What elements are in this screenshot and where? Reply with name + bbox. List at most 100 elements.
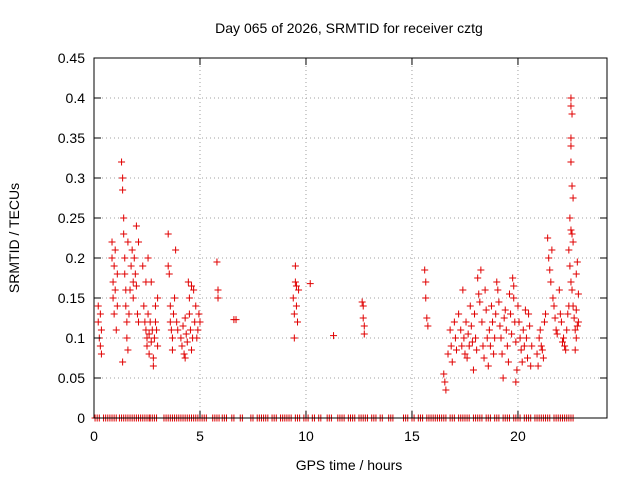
data-point: [519, 326, 527, 334]
data-point: [294, 318, 302, 326]
data-point: [111, 246, 119, 254]
x-tick-label: 10: [298, 428, 314, 444]
data-point: [566, 214, 574, 222]
data-point: [522, 334, 530, 342]
data-point: [97, 326, 105, 334]
data-point: [169, 310, 177, 318]
data-point: [124, 238, 132, 246]
data-point: [441, 378, 449, 386]
data-point: [186, 326, 194, 334]
data-point: [424, 322, 432, 330]
data-point: [119, 174, 127, 182]
data-point: [459, 286, 467, 294]
data-point: [358, 298, 366, 306]
data-point: [552, 326, 560, 334]
data-point: [460, 334, 468, 342]
data-point: [151, 302, 159, 310]
data-point: [451, 334, 459, 342]
data-point: [533, 350, 541, 358]
data-point: [508, 330, 516, 338]
data-point: [560, 334, 568, 342]
x-tick-label: 5: [196, 428, 204, 444]
data-point: [121, 254, 129, 262]
data-point: [466, 302, 474, 310]
data-point: [135, 238, 143, 246]
data-point: [422, 294, 430, 302]
data-point: [174, 326, 182, 334]
data-point: [182, 330, 190, 338]
data-point: [195, 310, 203, 318]
data-point: [96, 310, 104, 318]
data-point: [502, 326, 510, 334]
data-point: [505, 290, 513, 298]
data-point: [565, 246, 573, 254]
data-point: [572, 306, 580, 314]
y-tick-label: 0.15: [58, 290, 85, 306]
data-point: [112, 326, 120, 334]
data-point: [359, 314, 367, 322]
data-point: [144, 310, 152, 318]
data-point: [109, 294, 117, 302]
data-point: [132, 222, 140, 230]
data-point: [544, 234, 552, 242]
data-point: [306, 280, 314, 288]
data-point: [510, 282, 518, 290]
y-tick-label: 0.35: [58, 130, 85, 146]
data-point: [572, 334, 580, 342]
data-point: [572, 270, 580, 278]
data-point: [517, 346, 525, 354]
data-point: [129, 278, 137, 286]
data-point: [181, 354, 189, 362]
data-point: [535, 334, 543, 342]
data-point: [180, 350, 188, 358]
data-point: [147, 338, 155, 346]
data-point: [473, 346, 481, 354]
data-point: [567, 142, 575, 150]
data-point: [360, 330, 368, 338]
data-point: [423, 314, 431, 322]
data-point: [571, 326, 579, 334]
data-point: [514, 302, 522, 310]
data-point: [489, 318, 497, 326]
data-point: [132, 282, 140, 290]
data-point: [122, 302, 130, 310]
data-point: [166, 302, 174, 310]
data-point: [232, 316, 240, 324]
data-point: [524, 354, 532, 362]
data-point: [484, 362, 492, 370]
data-point: [130, 254, 138, 262]
data-point: [495, 298, 503, 306]
data-point: [194, 326, 202, 334]
data-point: [568, 286, 576, 294]
data-point: [558, 338, 566, 346]
data-point: [422, 278, 430, 286]
data-point: [516, 334, 524, 342]
data-point: [536, 326, 544, 334]
data-point: [126, 286, 134, 294]
data-point: [556, 310, 564, 318]
data-point: [150, 334, 158, 342]
data-point: [557, 318, 565, 326]
data-point: [213, 258, 221, 266]
data-point: [94, 302, 102, 310]
data-point: [474, 274, 482, 282]
data-point: [467, 322, 475, 330]
x-tick-label: 0: [90, 428, 98, 444]
y-tick-label: 0.05: [58, 370, 85, 386]
data-point: [171, 294, 179, 302]
data-point: [566, 262, 574, 270]
data-point: [291, 278, 299, 286]
data-point: [569, 238, 577, 246]
data-point: [464, 330, 472, 338]
data-point: [546, 266, 554, 274]
data-point: [149, 362, 157, 370]
y-tick-label: 0: [77, 410, 85, 426]
data-point: [573, 322, 581, 330]
data-point: [534, 362, 542, 370]
data-point: [172, 246, 180, 254]
data-point: [151, 318, 159, 326]
data-point: [181, 314, 189, 322]
data-point: [512, 378, 520, 386]
data-point: [574, 318, 582, 326]
data-point: [421, 266, 429, 274]
